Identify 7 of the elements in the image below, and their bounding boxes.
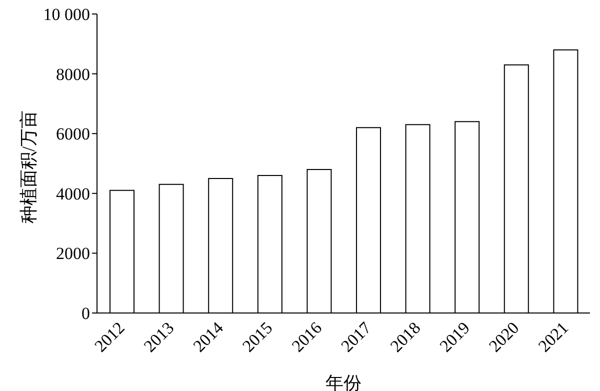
y-tick-label: 2000 xyxy=(56,244,90,264)
y-axis-title: 种植面积/万亩 xyxy=(18,110,38,224)
y-tick-label: 10 000 xyxy=(43,5,90,24)
y-tick-label: 6000 xyxy=(56,124,90,144)
y-tick-label: 4000 xyxy=(56,184,90,204)
y-tick-label: 0 xyxy=(82,304,90,324)
y-tick-label: 8000 xyxy=(56,64,90,84)
